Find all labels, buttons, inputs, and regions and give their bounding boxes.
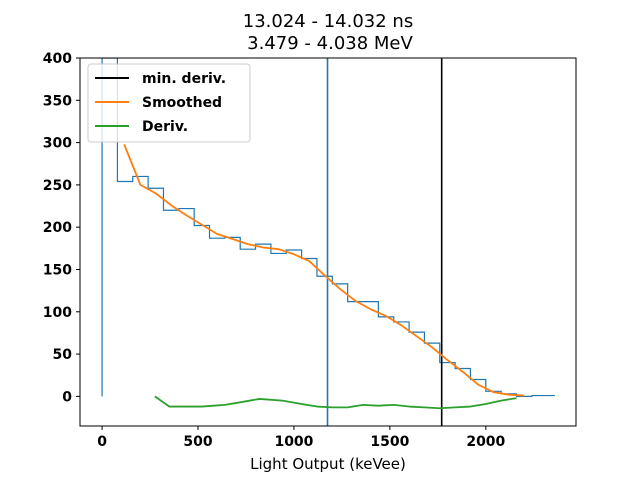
legend-label: min. deriv. [142,71,226,87]
x-tick-label: 1000 [274,434,313,450]
x-tick-label: 1500 [370,434,409,450]
chart-title-line1: 13.024 - 14.032 ns [243,11,413,32]
y-tick-label: 200 [43,220,72,236]
legend-label: Deriv. [142,119,188,135]
axes-frame [79,57,577,427]
legend-label: Smoothed [142,95,222,111]
y-tick-label: 0 [62,389,72,405]
chart-title-line2: 3.479 - 4.038 MeV [247,33,413,54]
y-tick-label: 350 [43,93,72,109]
smoothed-series-line [123,143,525,397]
y-tick-label: 250 [43,178,72,194]
y-tick-label: 100 [43,305,72,321]
y-tick-label: 50 [53,347,73,363]
x-tick-label: 500 [183,434,212,450]
histogram-steps [101,58,555,397]
plot-area [101,58,555,426]
y-tick-label: 150 [43,262,72,278]
deriv-series-line [154,395,517,410]
x-tick-label: 0 [97,434,107,450]
x-tick-label: 2000 [466,434,505,450]
y-tick-label: 300 [43,136,72,152]
legend: min. deriv. Smoothed Deriv. [87,63,251,143]
y-tick-label: 400 [43,51,72,67]
axis-ticks: 0 500 1000 1500 2000 0 50 100 150 200 250 300 350 400 [43,51,506,450]
legend-box [87,63,251,143]
x-axis-label: Light Output (keVee) [250,455,406,473]
